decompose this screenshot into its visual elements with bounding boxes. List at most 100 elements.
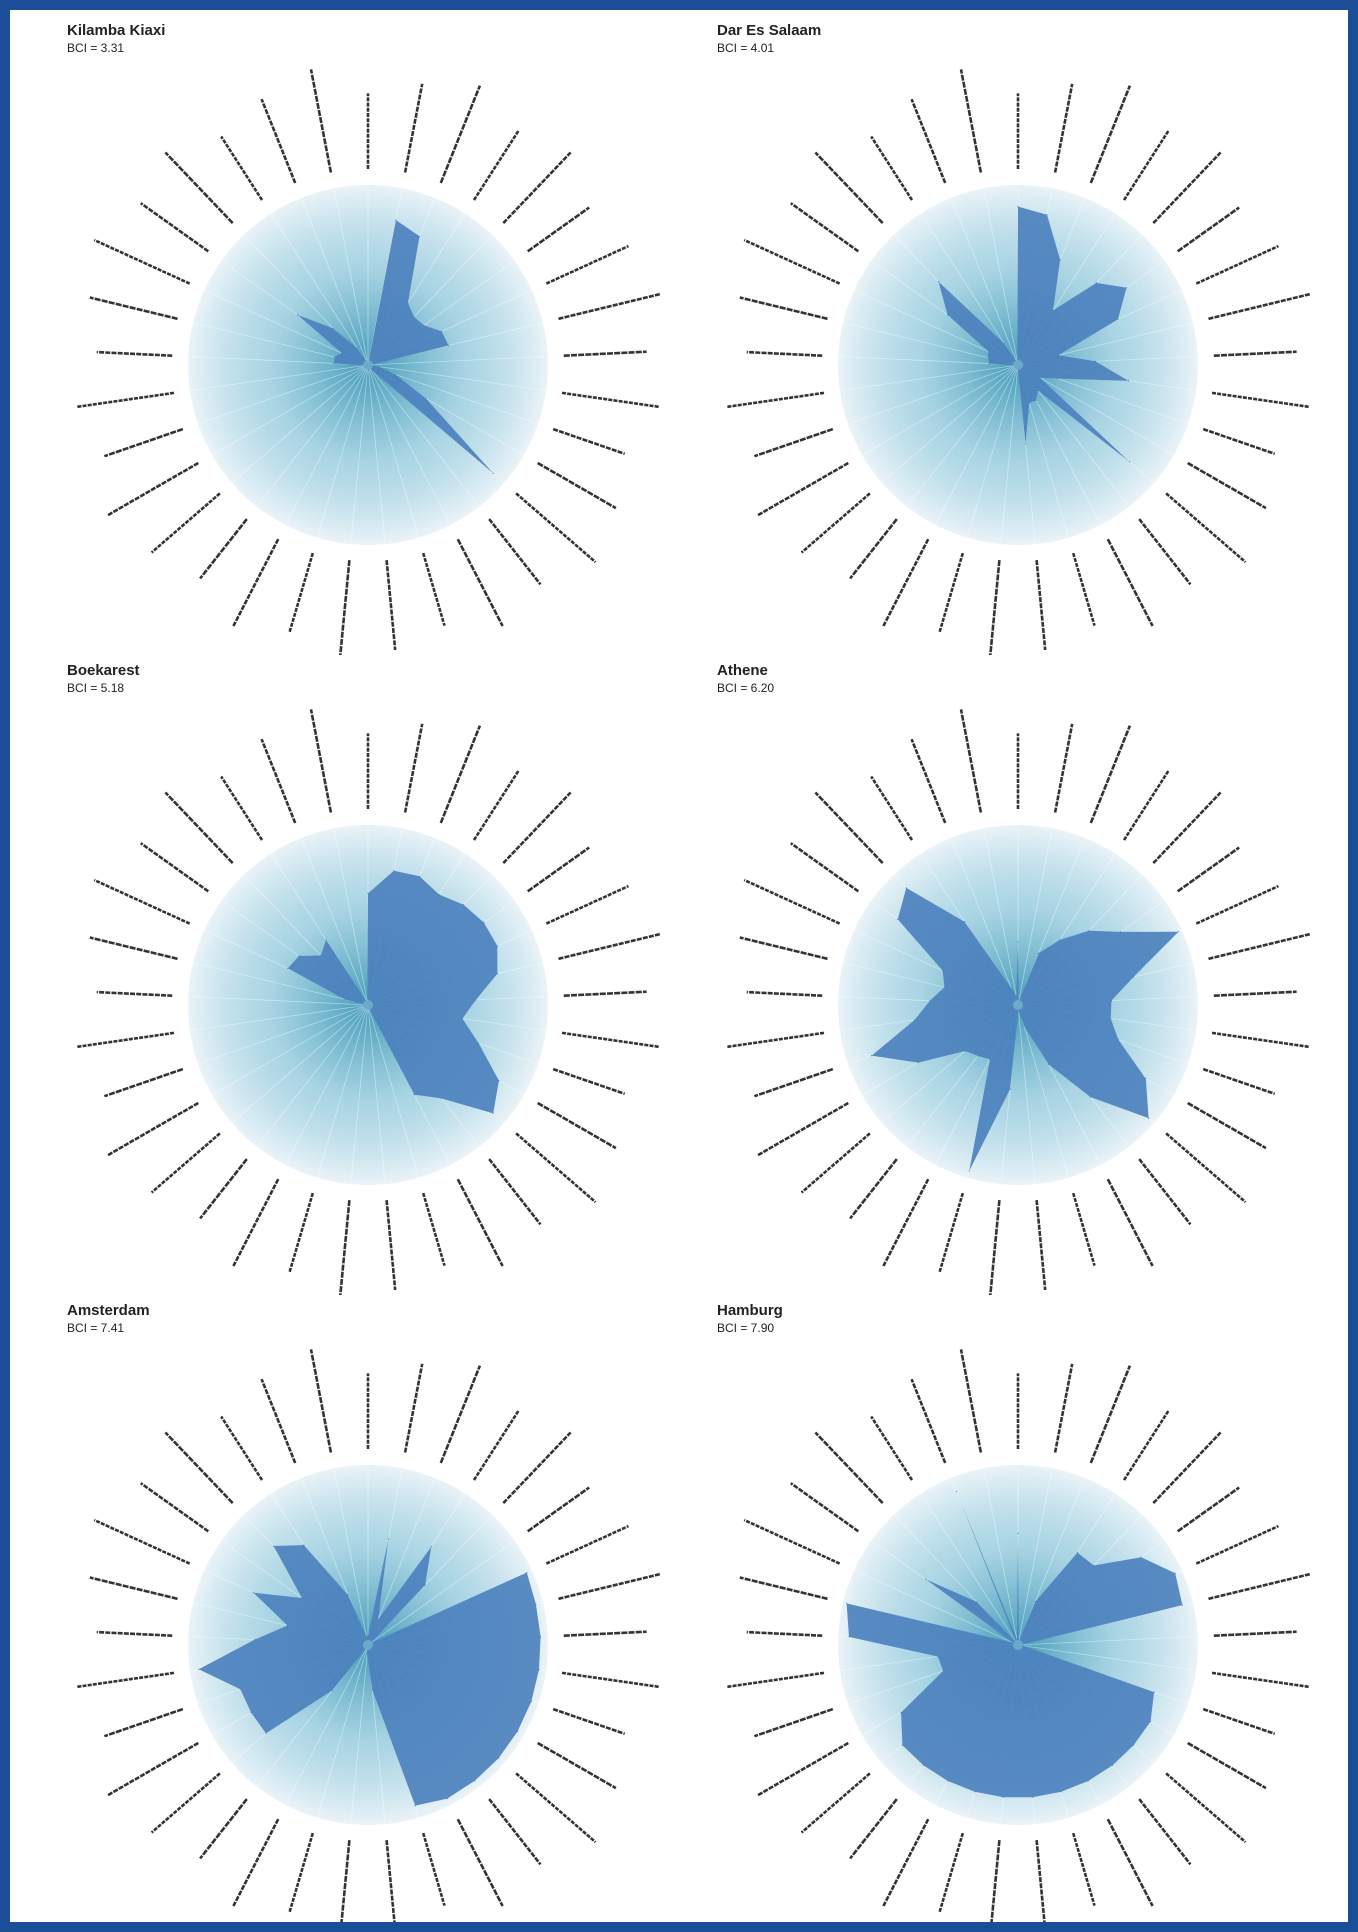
spoke-label <box>164 1431 234 1504</box>
radar-data-point <box>1046 214 1048 216</box>
spoke-label <box>1035 1839 1046 1922</box>
radar-spoke <box>367 364 547 391</box>
spoke-label <box>800 1772 871 1834</box>
spoke-label <box>439 85 482 184</box>
radar-data-point <box>1037 389 1039 392</box>
radar-data-point <box>1022 1645 1024 1647</box>
spoke-label <box>1089 725 1132 824</box>
spoke-label <box>260 98 297 184</box>
radar-spoke <box>270 213 369 366</box>
spoke-label <box>260 1378 297 1464</box>
radar-data-point <box>1089 1096 1091 1098</box>
radar-spoke <box>881 364 1019 484</box>
radar-data-point <box>475 999 477 1001</box>
radar-center <box>1013 1000 1023 1010</box>
spoke-label <box>403 83 424 173</box>
radar-data-point <box>478 1042 480 1044</box>
spoke-label <box>739 936 828 961</box>
radar-data-point <box>498 1080 500 1082</box>
radar-spoke <box>231 364 369 484</box>
spoke-label <box>1176 1486 1240 1533</box>
radar-data-point <box>988 363 990 365</box>
spoke-label <box>743 238 841 285</box>
spoke-label <box>232 1818 280 1907</box>
radar-chart-boekarest: Boekarest BCI = 5.18 <box>67 662 661 1295</box>
radar-data-point <box>1095 282 1097 284</box>
radar-data-point <box>848 1636 850 1638</box>
radar-spoke <box>839 364 1019 391</box>
radar-data-point <box>1056 377 1058 380</box>
radar-data-point <box>1039 377 1041 379</box>
radar-data-point <box>325 939 327 941</box>
spoke-label <box>561 391 659 409</box>
spoke-label <box>756 1741 849 1797</box>
spoke-label <box>1208 932 1311 961</box>
spoke-label <box>989 559 1001 655</box>
radar-data-point <box>1127 380 1130 382</box>
radar-data-point <box>968 1170 970 1172</box>
radar-data-point <box>301 1597 303 1599</box>
spoke-label <box>1213 1630 1297 1637</box>
radar-data-shape <box>938 206 1130 462</box>
spoke-label <box>96 1630 173 1637</box>
spoke-label <box>1187 1741 1267 1790</box>
radar-spoke <box>861 364 1019 456</box>
radar-data-point <box>1153 1691 1155 1693</box>
spoke-label <box>89 1576 178 1601</box>
radar-spoke <box>1017 1004 1070 1178</box>
spoke-label <box>990 1839 1001 1922</box>
spoke-label <box>1071 1832 1096 1906</box>
radar-data-point <box>1088 930 1090 932</box>
spoke-label <box>558 932 661 961</box>
radar-spoke <box>1017 828 1053 1006</box>
radar-spoke <box>367 364 539 425</box>
spoke-label <box>959 709 983 813</box>
radar-data-point <box>344 998 346 1001</box>
radar-spoke <box>256 364 369 507</box>
radar-data-point <box>897 918 899 920</box>
radar-data-point <box>964 1050 966 1052</box>
spoke-label <box>870 775 914 841</box>
spoke-label <box>746 1630 823 1637</box>
spoke-label <box>1053 1363 1074 1453</box>
spoke-label <box>1165 1772 1247 1844</box>
radar-data-shape <box>287 870 499 1114</box>
spoke-label <box>220 135 264 201</box>
radar-data-point <box>1016 1639 1018 1641</box>
radar-data-point <box>365 1635 367 1637</box>
spoke-label <box>1176 846 1240 893</box>
spoke-label <box>814 151 884 224</box>
radar-data-point <box>387 1538 389 1540</box>
spoke-label <box>1035 559 1047 651</box>
radar-data-point <box>463 904 465 906</box>
spoke-label <box>232 1178 280 1267</box>
spoke-label <box>1152 1431 1222 1504</box>
radar-data-point <box>483 921 485 924</box>
spoke-label <box>164 791 234 864</box>
spoke-label <box>552 1067 626 1096</box>
radar-data-point <box>1149 1720 1152 1723</box>
radar-data-point <box>1110 1017 1112 1019</box>
radar-data-point <box>425 397 427 399</box>
radar-chart-kilamba-kiaxi: Kilamba Kiaxi BCI = 3.31 <box>67 22 661 655</box>
radar-data-point <box>955 1490 958 1492</box>
spoke-label <box>1053 723 1074 813</box>
radar-spoke <box>285 1004 369 1166</box>
radar-center <box>363 1000 373 1010</box>
radar-data-point <box>987 357 989 359</box>
radar-data-point <box>526 1571 528 1574</box>
radar-data-point <box>1174 1572 1176 1574</box>
spoke-label <box>1106 1818 1154 1907</box>
radar-data-point <box>947 314 949 316</box>
radar-data-point <box>1148 1117 1150 1119</box>
spoke-label <box>456 538 504 627</box>
spoke-label <box>849 1798 898 1860</box>
spoke-label <box>849 518 898 580</box>
radar-spoke <box>920 1493 1019 1646</box>
spoke-label <box>756 461 849 517</box>
radar-data-point <box>1059 259 1061 261</box>
spoke-label <box>1187 461 1267 510</box>
spoke-label <box>746 350 823 357</box>
radar-data-point <box>334 356 336 358</box>
radar-spoke <box>350 364 369 545</box>
